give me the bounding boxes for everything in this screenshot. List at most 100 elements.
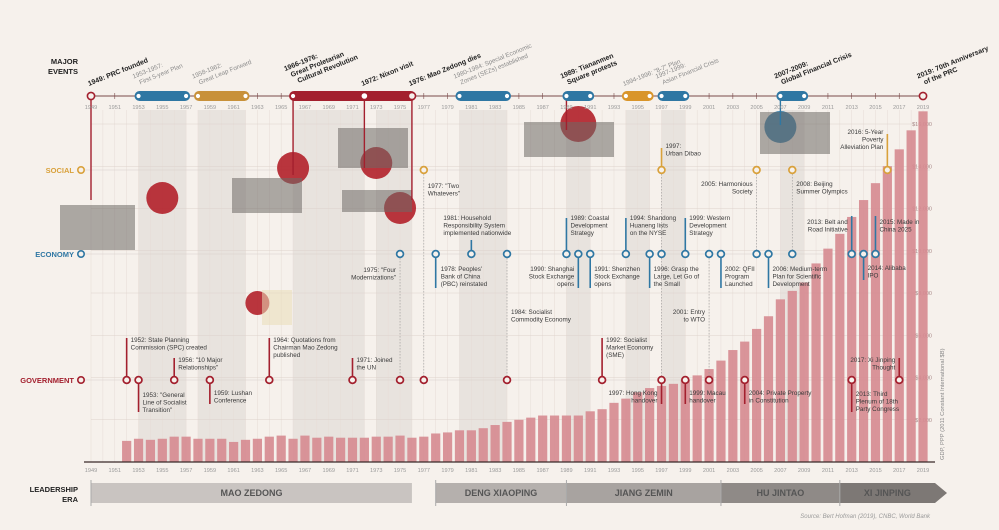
event-label: 1952: State Planning Commission (SPC) cre… <box>131 337 208 351</box>
event-label-line: IPO <box>868 272 879 279</box>
event-label-line: Whatevers" <box>428 190 460 197</box>
government-event-1952: 1952: State Planning Commission (SPC) cre… <box>122 337 208 385</box>
event-dot-icon <box>265 375 274 385</box>
economy-event-2002: 2002: QFII Program Launched <box>716 249 755 288</box>
economy-event-1999: 1999: Western Development Strategy <box>681 215 731 259</box>
historical-photo <box>232 178 302 213</box>
bottom-year-tick: 1983 <box>489 468 501 474</box>
event-label-line: Strategy <box>570 230 594 237</box>
event-label: 2014: Alibaba IPO <box>868 265 907 279</box>
bottom-year-tick: 1949 <box>85 468 97 474</box>
economy-event-1984: 1984: Socialist Commodity Economy <box>502 249 572 376</box>
event-dot-icon <box>431 249 440 259</box>
gdp-bar-2001 <box>704 369 714 462</box>
gdp-bar-1997 <box>656 385 667 462</box>
period-endpoint-icon <box>658 92 665 100</box>
period-endpoint-icon <box>194 92 202 100</box>
event-dot-icon <box>918 91 928 101</box>
event-label-line: 2001: Entry <box>673 309 706 316</box>
leader-name: HU JINTAO <box>756 488 804 498</box>
historical-photo <box>262 290 292 325</box>
period-endpoint-icon <box>563 92 570 100</box>
top-year-tick: 1979 <box>441 105 453 111</box>
government-event-2004: 2004: Private Property in Constitution <box>740 375 812 404</box>
government-event-1977 <box>419 375 429 385</box>
top-year-tick: 1975 <box>394 105 406 111</box>
event-label-line: Line of Socialist <box>143 399 187 406</box>
economy-event-1996: 1996: Grasp the Large, Let Go of the Small <box>645 249 699 288</box>
event-label-line: handover <box>689 397 715 404</box>
bottom-year-tick: 2017 <box>893 468 905 474</box>
government-event-2001 <box>704 375 714 385</box>
government-event-1959: 1959: Lushan Conference <box>205 375 253 404</box>
era-bar <box>720 483 840 503</box>
event-label-line: Strategy <box>689 230 713 237</box>
event-label-line: 1992: Socialist <box>606 337 647 344</box>
event-label-line: Commodity Economy <box>511 316 572 323</box>
event-label: 1984: Socialist Commodity Economy <box>511 309 572 323</box>
leader-era-mao-zedong: MAO ZEDONG <box>90 480 412 506</box>
gdp-bar-1991 <box>585 411 595 462</box>
event-dot-icon <box>134 375 143 385</box>
event-label: 2015: Made in China 2025 <box>879 219 919 233</box>
gdp-bar-1995 <box>633 392 643 462</box>
top-year-tick: 1965 <box>275 105 287 111</box>
gdp-bar-1968 <box>312 437 322 462</box>
top-year-tick: 1955 <box>156 105 168 111</box>
event-dot-icon <box>657 165 666 175</box>
event-dot-icon <box>205 375 215 385</box>
event-label: 1991: Shenzhen Stock Exchange opens <box>594 266 640 288</box>
gdp-bar-2019 <box>918 111 928 462</box>
bottom-year-tick: 1971 <box>346 468 358 474</box>
event-dot-icon <box>574 249 583 259</box>
top-year-tick: 1995 <box>632 105 644 111</box>
bottom-year-tick: 2011 <box>822 468 834 474</box>
event-label-line: Relationships" <box>178 364 218 371</box>
event-label-line: China 2025 <box>879 226 912 233</box>
period-endpoint-icon <box>182 92 190 100</box>
gdp-bar-1962 <box>240 439 251 462</box>
event-label: 1964: Quotations from Chairman Mao Zedong… <box>273 337 338 359</box>
event-dot-icon <box>348 375 357 385</box>
top-year-tick: 1963 <box>251 105 263 111</box>
event-label-line: the Small <box>654 281 680 288</box>
gdp-bar-1963 <box>252 438 263 462</box>
economy-event-2001: 2001: Entry to WTO <box>673 249 714 376</box>
event-dot-icon <box>681 249 690 259</box>
period-capsule <box>621 91 654 101</box>
event-dot-icon <box>395 375 405 385</box>
event-label-line: Development <box>570 222 607 229</box>
period-endpoint-icon <box>135 92 142 100</box>
event-label: 2013: Belt and Road Initiative <box>807 219 848 233</box>
event-label-line: 1999: Western <box>689 215 730 222</box>
event-dot-icon <box>407 91 417 101</box>
gdp-bar-1965 <box>276 435 286 462</box>
gdp-bar-1964 <box>264 436 274 462</box>
event-label-line: Plenum of 18th <box>856 398 899 405</box>
bottom-year-tick: 1989 <box>560 468 572 474</box>
event-label-line: 1978: Peoples' <box>441 266 482 273</box>
year-axes: 1949 1949 1951 1951 1953 1953 1955 1955 1957 1957… <box>85 105 929 474</box>
bottom-year-tick: 1977 <box>418 468 430 474</box>
event-dot-icon <box>122 375 131 385</box>
event-dot-icon <box>788 165 797 175</box>
top-year-tick: 1971 <box>346 105 358 111</box>
event-dot-icon <box>657 249 666 259</box>
event-label-line: Commission (SPC) created <box>131 344 208 351</box>
bottom-year-tick: 2001 <box>703 468 715 474</box>
government-event-1997: 1997: Hong Kong handover <box>608 375 666 404</box>
gdp-bar-1987 <box>538 415 548 462</box>
event-label-line: Stock Exchange <box>594 273 640 280</box>
event-label: 1992: Socialist Market Economy (SME) <box>606 337 654 359</box>
event-dot-icon <box>359 91 369 101</box>
event-label: 1989: Coastal Development Strategy <box>570 215 609 237</box>
event-label-line: 1959: Lushan <box>214 390 253 397</box>
gdp-bar-2011 <box>823 248 833 462</box>
event-label-line: 2005: Harmonious <box>701 181 752 188</box>
top-year-tick: 1991 <box>584 105 596 111</box>
bottom-year-tick: 1961 <box>227 468 239 474</box>
bottom-year-tick: 1975 <box>394 468 406 474</box>
event-dot-icon <box>467 249 476 259</box>
top-year-tick: 2009 <box>798 105 810 111</box>
